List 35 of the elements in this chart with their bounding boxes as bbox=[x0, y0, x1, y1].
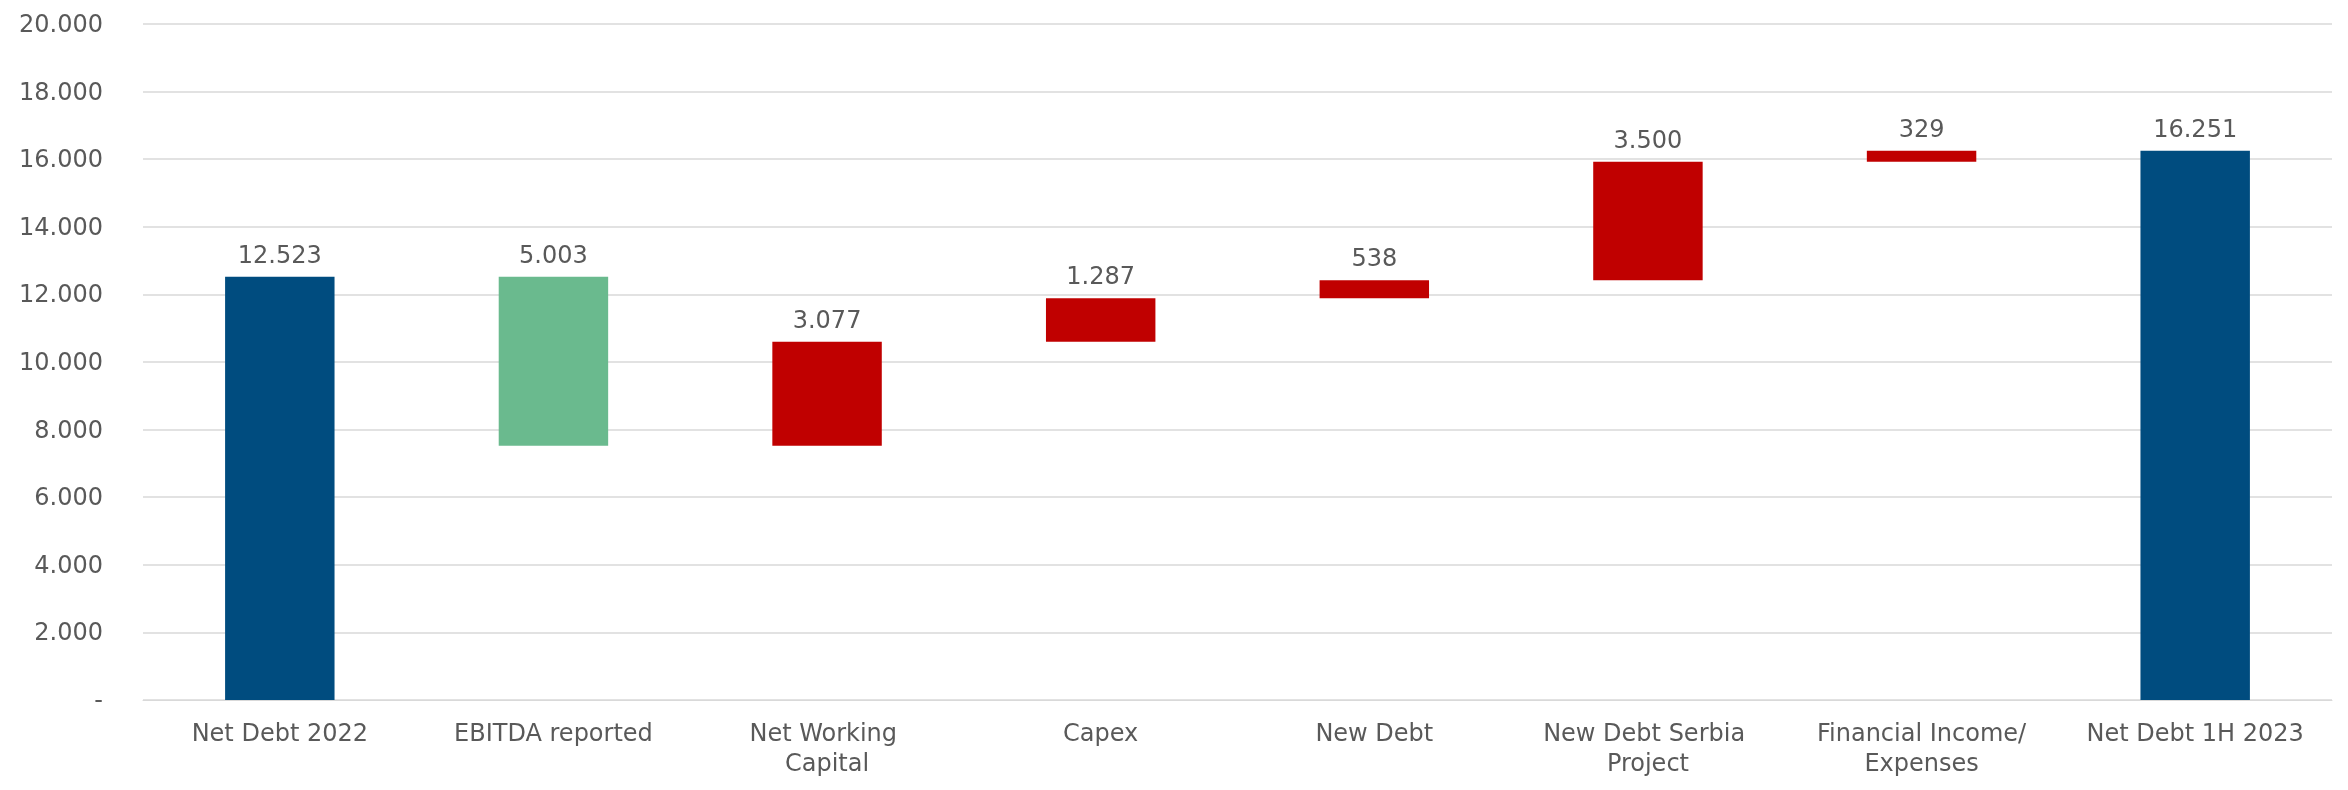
y-tick-label: 14.000 bbox=[19, 212, 103, 241]
data-label: 1.287 bbox=[1066, 262, 1136, 291]
x-tick-label: EBITDA reported bbox=[454, 719, 653, 747]
x-tick-label: New Debt bbox=[1315, 719, 1434, 747]
x-tick-label: Net Debt 2022 bbox=[191, 719, 368, 747]
x-tick-label: New Debt Serbia Project bbox=[1543, 719, 1753, 777]
x-tick-label: Net Working Capital bbox=[749, 719, 905, 777]
x-tick-label: Financial Income/Expenses bbox=[1817, 719, 2028, 777]
y-tick-label: 8.000 bbox=[34, 415, 103, 444]
bar bbox=[1593, 161, 1703, 281]
y-tick-label: 18.000 bbox=[19, 77, 103, 106]
y-tick-label: 6.000 bbox=[34, 483, 103, 512]
bar bbox=[1319, 280, 1430, 299]
data-label: 3.077 bbox=[792, 305, 862, 334]
data-label: 3.500 bbox=[1613, 125, 1683, 154]
y-tick-label: 12.000 bbox=[19, 280, 103, 309]
bar bbox=[2140, 150, 2250, 700]
y-tick-label: 10.000 bbox=[19, 348, 103, 376]
data-label: 329 bbox=[1898, 114, 1945, 143]
data-label: 16.251 bbox=[2153, 114, 2238, 143]
bar bbox=[225, 276, 335, 700]
bar bbox=[498, 276, 609, 446]
data-label: 12.523 bbox=[237, 240, 322, 269]
x-tick-label: Capex bbox=[1063, 719, 1139, 747]
y-tick-label: 2.000 bbox=[34, 618, 103, 647]
y-tick-label: - bbox=[94, 686, 103, 714]
bar bbox=[1866, 150, 1977, 162]
bar bbox=[772, 341, 882, 446]
y-tick-label: 16.000 bbox=[19, 145, 103, 174]
data-label: 538 bbox=[1351, 244, 1398, 273]
x-tick-label: Net Debt 1H 2023 bbox=[2086, 719, 2304, 747]
y-tick-label: 20.000 bbox=[19, 10, 103, 38]
bar bbox=[1045, 298, 1156, 342]
data-label: 5.003 bbox=[519, 240, 588, 269]
y-tick-label: 4.000 bbox=[34, 550, 103, 579]
